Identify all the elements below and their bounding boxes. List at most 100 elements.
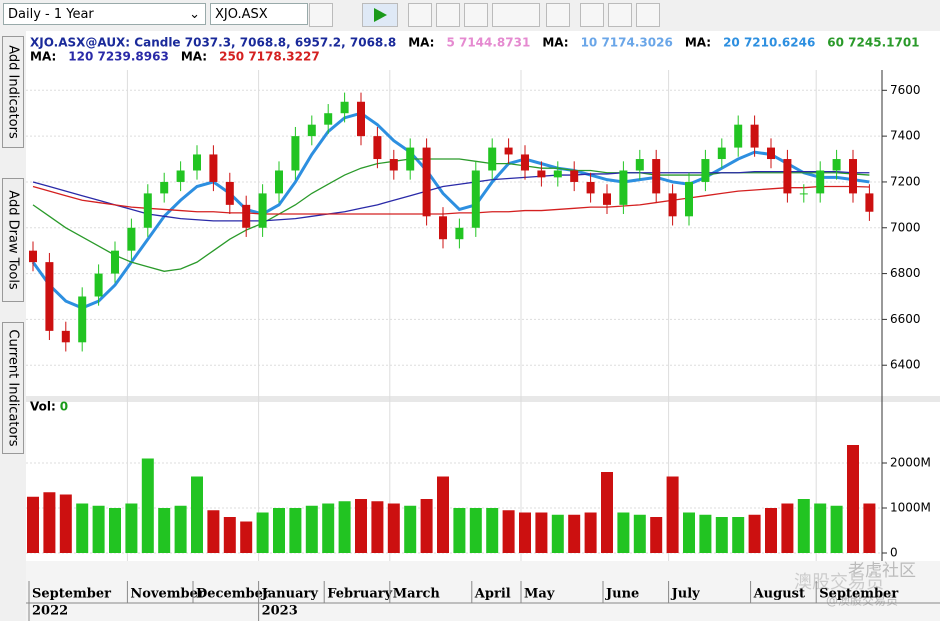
watermark: 老虎社区	[848, 561, 916, 581]
year-label: 2022	[32, 604, 68, 619]
candle-body	[619, 170, 628, 205]
search-button[interactable]	[309, 3, 333, 27]
candle-body	[635, 159, 644, 171]
candle-body	[160, 181, 169, 194]
candle-body	[340, 101, 349, 114]
side-tab[interactable]: Add Draw Tools	[2, 178, 24, 302]
volume-bar	[305, 505, 318, 553]
candle-body	[849, 159, 857, 194]
candle-body	[307, 124, 316, 137]
volume-bar	[371, 501, 384, 553]
candle-body	[422, 147, 431, 217]
volume-bar	[551, 514, 564, 553]
candle-body	[143, 193, 152, 228]
fit-button[interactable]	[636, 3, 660, 27]
legend-text: MA:	[685, 36, 711, 50]
candle-body	[767, 147, 775, 160]
y-tick-label: 1000M	[890, 501, 931, 515]
symbol-text: XJO.ASX	[215, 7, 268, 22]
candle-body	[603, 193, 611, 205]
candle-body	[127, 227, 136, 251]
volume-bar	[584, 512, 597, 553]
tools-button[interactable]	[546, 3, 570, 27]
ma-line	[32, 170, 870, 222]
watermark: @澳股交易员	[826, 593, 898, 608]
volume-bar	[748, 514, 761, 553]
volume-bar	[404, 505, 417, 553]
volume-bar	[781, 503, 794, 553]
volume-bar	[125, 503, 138, 553]
dropdown-arrow: ⌄	[189, 7, 200, 22]
volume-bar	[863, 503, 876, 553]
x-tick-label: January	[261, 587, 319, 602]
candle-body	[258, 193, 267, 228]
candle-body	[275, 170, 283, 194]
volume-value: 0	[60, 400, 68, 414]
symbol-input[interactable]: XJO.ASX	[210, 3, 308, 25]
legend-text: MA:	[542, 36, 568, 50]
volume-bar	[387, 503, 400, 553]
save-button[interactable]	[464, 3, 488, 27]
candle-body	[668, 193, 677, 217]
period-text: Daily - 1 Year	[8, 7, 94, 22]
y-tick-label: 7200	[890, 174, 921, 188]
volume-bar	[568, 514, 581, 553]
volume-bar	[732, 517, 745, 553]
volume-bar	[256, 512, 269, 553]
year-label: 2023	[262, 604, 298, 619]
side-tab[interactable]: Current Indicators	[2, 322, 24, 454]
ma-line	[32, 185, 870, 215]
x-tick-label: December	[196, 587, 270, 602]
candle-body	[94, 273, 103, 297]
y-tick-label: 7000	[890, 220, 921, 234]
candle-body	[701, 159, 710, 182]
volume-bar	[765, 508, 777, 553]
candle-body	[61, 330, 70, 343]
volume-bar	[519, 512, 531, 553]
volume-bar	[633, 514, 646, 553]
candle-body	[816, 170, 825, 194]
edit-button[interactable]	[436, 3, 460, 27]
candle-body	[652, 159, 661, 194]
volume-bar	[814, 503, 827, 553]
volume-bar	[453, 508, 466, 553]
volume-bar	[420, 499, 433, 553]
volume-bar	[715, 517, 728, 553]
y-tick-label: 6600	[890, 312, 921, 326]
candle-body	[734, 124, 743, 148]
x-tick-label: February	[327, 587, 392, 602]
zoom-out-button[interactable]	[580, 3, 604, 27]
candle-body	[193, 154, 201, 171]
x-tick-label: March	[393, 587, 441, 602]
volume-bar	[223, 517, 236, 553]
legend-text: 250 7178.3227	[219, 50, 320, 64]
volume-bar	[797, 499, 810, 553]
candle-body	[832, 159, 841, 171]
y-tick-label: 6400	[890, 358, 921, 372]
tab-label: Current Indicators	[5, 329, 21, 447]
play-button[interactable]	[362, 3, 398, 27]
new-button[interactable]	[408, 3, 432, 27]
candle-body	[537, 170, 546, 178]
side-tab[interactable]: Add Indicators	[2, 36, 24, 148]
candle-body	[225, 181, 234, 205]
play-icon	[374, 8, 387, 22]
candle-body	[45, 262, 54, 331]
candle-body	[553, 170, 562, 178]
candle-body	[521, 154, 529, 171]
period-select[interactable]: Daily - 1 Year ⌄	[3, 3, 206, 25]
volume-bar	[289, 508, 302, 553]
volume-bar	[355, 499, 367, 553]
volume-bar	[847, 445, 859, 553]
volume-label: Vol:	[30, 400, 56, 414]
legend-text: 120 7239.8963	[68, 50, 169, 64]
volume-bar	[76, 503, 89, 553]
candle-body	[439, 216, 447, 240]
open-button[interactable]	[492, 3, 540, 27]
tab-label: Add Draw Tools	[5, 190, 21, 290]
candle-body	[373, 136, 382, 160]
zoom-in-button[interactable]	[608, 3, 632, 27]
candle-body	[29, 250, 37, 263]
candle-body	[865, 193, 874, 212]
candle-body	[455, 227, 464, 240]
